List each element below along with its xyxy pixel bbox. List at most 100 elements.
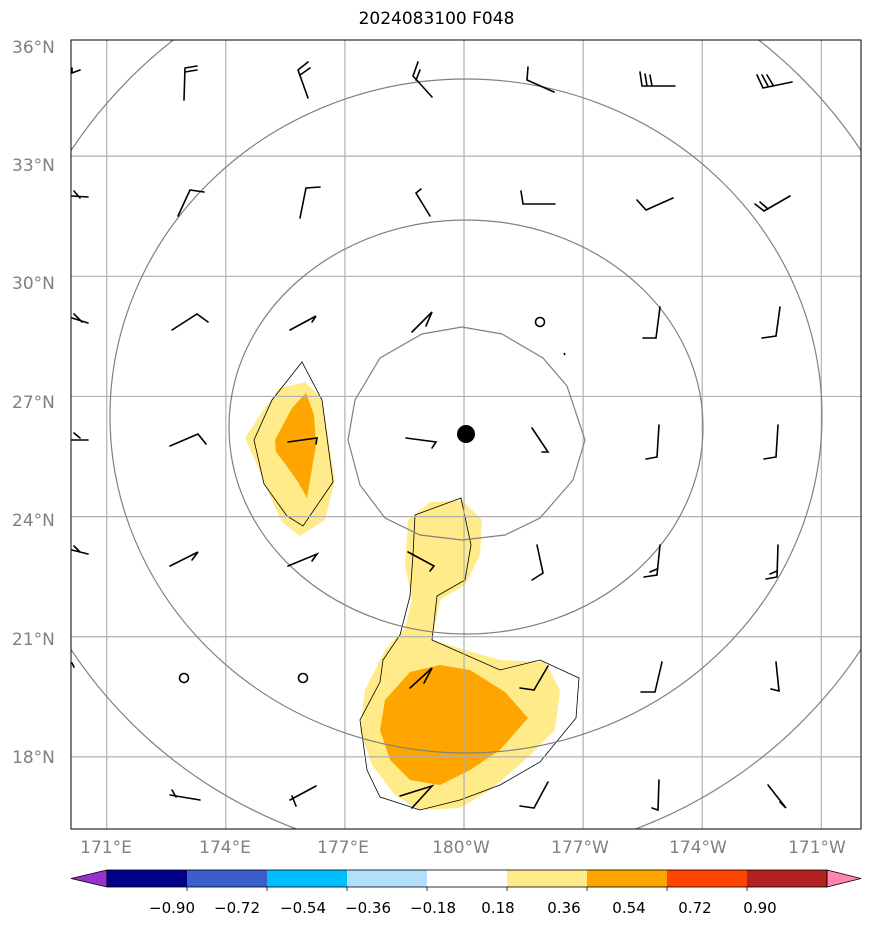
wind-barb [71, 545, 89, 555]
colorbar-swatch [427, 870, 508, 887]
colorbar-outline [106, 869, 828, 888]
field-mid-west [275, 393, 316, 498]
wind-barb [299, 186, 321, 219]
wind-barb [411, 311, 433, 333]
wind-barb [563, 352, 566, 356]
colorbar-swatch [667, 870, 748, 887]
contour-lines [253, 361, 580, 811]
colorbar-swatch [747, 870, 828, 887]
calm-wind-circle [297, 672, 309, 684]
wind-barb [756, 74, 793, 89]
colorbar-swatch [347, 870, 428, 887]
wind-barb [531, 427, 550, 453]
colorbar-tick-label: 0.18 [481, 899, 514, 917]
wind-barb [412, 61, 433, 98]
wind-barb [519, 781, 549, 809]
wind-barb [407, 551, 436, 572]
colorbar-swatch [587, 870, 668, 887]
range-rings [71, 40, 861, 829]
contour-west [253, 361, 334, 527]
lon-label: 177°W [551, 838, 609, 858]
wind-barb [169, 551, 199, 567]
colorbar-swatch [187, 870, 268, 887]
colorbar-tick-label: −0.90 [149, 899, 195, 917]
wind-barb [770, 661, 780, 693]
lat-label: 18°N [12, 748, 55, 768]
colorbar-extend-low [70, 869, 108, 888]
colorbar-labels: −0.90 −0.72 −0.54 −0.36 −0.18 0.18 0.36 … [149, 899, 777, 917]
wind-barb [177, 189, 205, 217]
lon-label: 177°E [317, 838, 369, 858]
colorbar-tick-label: 0.36 [547, 899, 580, 917]
lat-label: 30°N [12, 274, 55, 294]
wind-barb [287, 437, 318, 445]
lon-label: 174°E [199, 838, 251, 858]
lon-label: 171°W [788, 838, 846, 858]
wind-barb [289, 785, 317, 807]
wind-barb [71, 190, 89, 199]
colorbar-swatch [267, 870, 348, 887]
colorbar-tick-label: −0.18 [410, 899, 456, 917]
wind-barb [639, 71, 676, 87]
lat-label: 33°N [12, 156, 55, 176]
map-frame [70, 39, 862, 830]
wind-barb [287, 552, 320, 567]
shaded-field [245, 382, 560, 810]
colorbar-tick-label: 0.90 [743, 899, 776, 917]
wind-barb [71, 67, 81, 74]
calm-wind-circle [178, 672, 190, 684]
wind-barb [754, 195, 791, 212]
wind-barb [651, 779, 660, 812]
range-ring-1 [347, 326, 586, 541]
wind-barb [71, 662, 75, 668]
wind-barb [71, 313, 89, 324]
colorbar-swatch [107, 870, 188, 887]
colorbar-tick-label: 0.54 [612, 899, 645, 917]
lat-label: 36°N [12, 38, 55, 58]
map-title: 2024083100 F048 [358, 9, 515, 29]
colorbar-tick-label: −0.36 [345, 899, 391, 917]
contour-south [359, 497, 580, 811]
wind-barb [409, 667, 433, 689]
lat-label: 27°N [12, 393, 55, 413]
wind-barb [519, 665, 549, 691]
wind-barb [169, 433, 207, 447]
wind-barb [767, 784, 787, 809]
lat-label: 24°N [12, 511, 55, 531]
wind-barb [520, 190, 556, 205]
colorbar-tick-label: 0.72 [678, 899, 711, 917]
latitude-labels: 36°N 33°N 30°N 27°N 24°N 21°N 18°N [12, 38, 55, 768]
wind-barb [169, 789, 201, 801]
wind-barb [640, 661, 663, 693]
wind-barb [643, 544, 661, 578]
wind-barb [531, 544, 544, 581]
wind-barb [636, 197, 674, 211]
colorbar-tick-label: −0.72 [214, 899, 260, 917]
lon-label: 174°W [669, 838, 727, 858]
wind-barb [526, 66, 555, 93]
wind-barb [414, 188, 431, 217]
range-ring-3 [109, 78, 823, 754]
wind-barbs [71, 61, 793, 812]
calm-winds [178, 316, 566, 684]
wind-barb [399, 784, 435, 809]
wind-barb [763, 424, 779, 460]
storm-center-marker [457, 425, 475, 443]
wind-barb [765, 544, 779, 580]
wind-barb [171, 313, 209, 331]
colorbar-extend-high [826, 869, 862, 888]
field-mid-south [380, 665, 528, 785]
wind-barb [297, 61, 311, 99]
colorbar-swatch [507, 870, 588, 887]
wind-barb [71, 432, 89, 441]
colorbar-tick-label: −0.54 [280, 899, 326, 917]
longitude-labels: 171°E 174°E 177°E 180°W 177°W 174°W 171°… [80, 838, 846, 858]
wind-barb [405, 437, 438, 449]
colorbar [70, 869, 862, 891]
wind-barb [183, 65, 198, 101]
lon-label: 171°E [80, 838, 132, 858]
wind-barb [642, 306, 661, 339]
wind-barb [289, 315, 317, 331]
wind-barb [645, 424, 660, 460]
